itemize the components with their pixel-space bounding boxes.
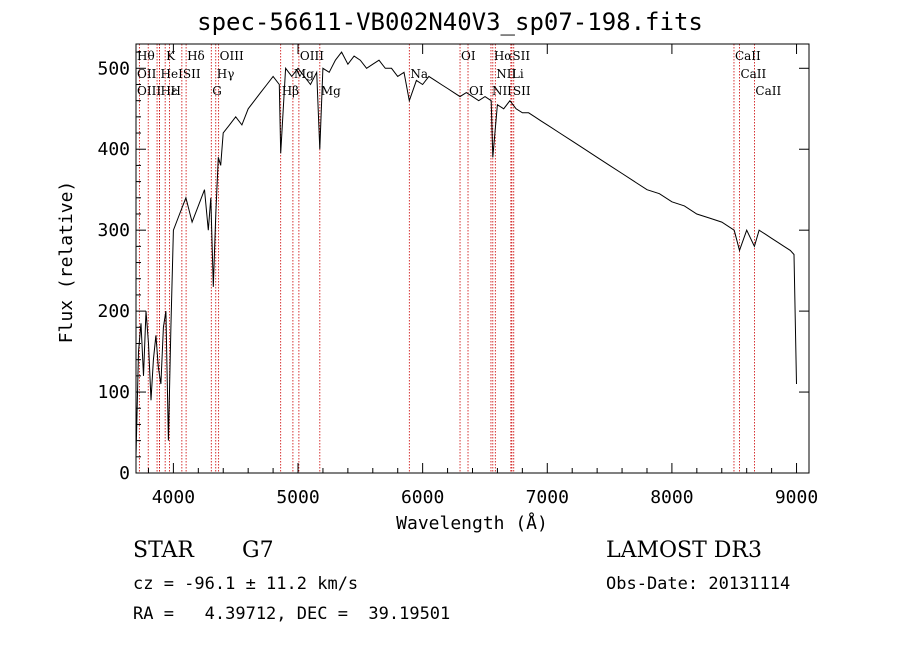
marker-label-18: H [171, 84, 181, 98]
x-tick-label-2: 6000 [401, 487, 444, 508]
y-tick-label-1: 100 [97, 382, 130, 403]
spectrum-series [135, 51, 797, 457]
marker-label-1: K [166, 49, 176, 63]
marker-label-14: Li [512, 67, 524, 81]
survey-name: LAMOST DR3 [606, 538, 762, 563]
x-tick-label-0: 4000 [152, 487, 195, 508]
subclass: G7 [242, 538, 274, 563]
marker-labels: Hθ K Hδ OIII OIII OI HαSII CaII OII HeISII Hγ Mg Na N… [137, 49, 781, 98]
y-axis-label: Flux (relative) [56, 181, 77, 344]
x-tick-label-5: 9000 [775, 487, 818, 508]
x-axis-ticks: 4000 5000 6000 7000 8000 9000 [147, 44, 818, 508]
marker-label-9: HeISII [161, 67, 201, 81]
coordinates: RA = 4.39712, DEC = 39.19501 [133, 604, 451, 624]
x-tick-label-4: 8000 [650, 487, 693, 508]
marker-label-21: Mg [321, 84, 341, 98]
marker-label-8: OII [137, 67, 157, 81]
redshift-text: cz = -96.1 ± 11.2 km/s [133, 574, 359, 594]
marker-label-17: Hε [161, 84, 178, 98]
y-axis-ticks: 0 100 200 300 400 500 [97, 51, 809, 484]
marker-label-19: G [212, 84, 222, 98]
y-tick-label-5: 500 [97, 58, 130, 79]
marker-label-25: CaII [755, 84, 781, 98]
marker-label-16: OIII [137, 84, 161, 98]
class-type: STAR [133, 538, 194, 563]
marker-label-24: SII [513, 84, 531, 98]
marker-label-22: OI [469, 84, 484, 98]
marker-label-6: HαSII [494, 49, 531, 63]
marker-label-0: Hθ [137, 49, 155, 63]
marker-label-11: Mg [294, 67, 314, 81]
y-tick-label-2: 200 [97, 301, 130, 322]
marker-label-13: NII [496, 67, 516, 81]
marker-label-10: Hγ [217, 67, 235, 81]
marker-label-15: CaII [740, 67, 766, 81]
x-tick-label-3: 7000 [526, 487, 569, 508]
marker-label-7: CaII [735, 49, 761, 63]
marker-label-12: Na [410, 67, 428, 81]
chart-title: spec-56611-VB002N40V3_sp07-198.fits [197, 8, 703, 36]
y-tick-label-3: 300 [97, 220, 130, 241]
marker-label-3: OIII [220, 49, 244, 63]
line-markers [138, 44, 755, 473]
marker-label-23: NII [492, 84, 512, 98]
y-tick-label-0: 0 [119, 463, 130, 484]
x-tick-label-1: 5000 [276, 487, 319, 508]
y-tick-label-4: 400 [97, 139, 130, 160]
plot-frame [135, 43, 810, 474]
marker-label-20: Hβ [282, 84, 299, 98]
obs-date: Obs-Date: 20131114 [606, 574, 791, 594]
x-axis-label: Wavelength (Å) [396, 512, 548, 534]
marker-label-2: Hδ [187, 49, 205, 63]
marker-label-5: OI [461, 49, 476, 63]
marker-label-4: OIII [300, 49, 324, 63]
